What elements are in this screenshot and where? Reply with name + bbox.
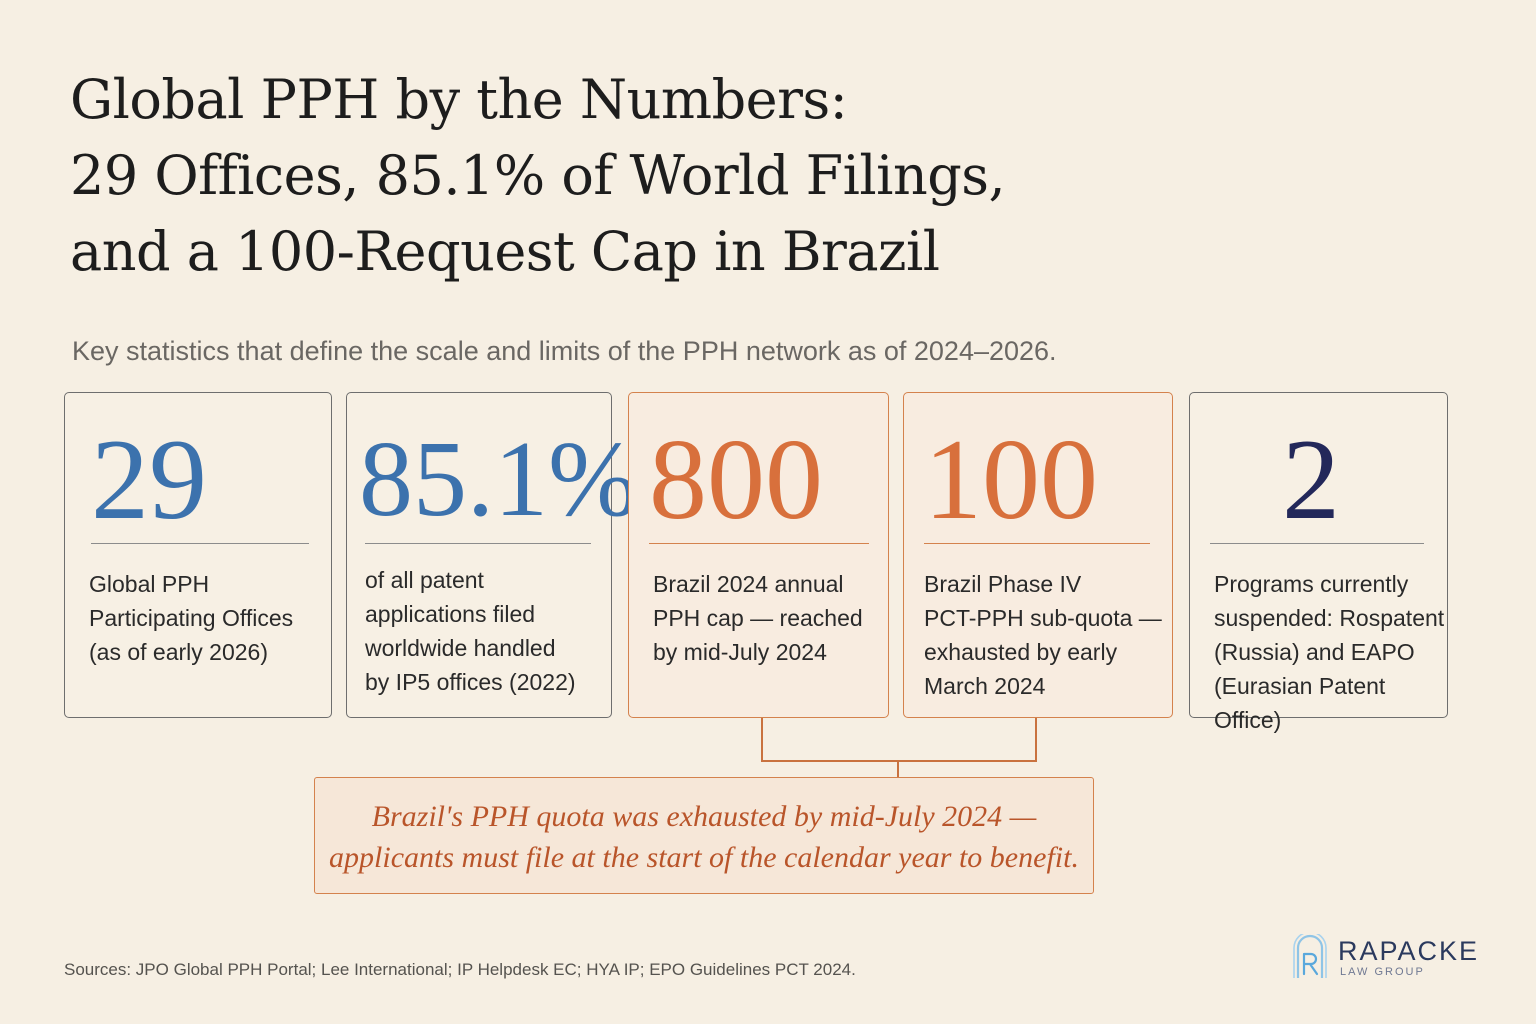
stat-value: 85.1% <box>359 420 638 539</box>
bracket-connector <box>761 718 1037 762</box>
stat-value: 100 <box>924 416 1098 544</box>
stat-description-line: PPH cap — reached <box>653 605 863 631</box>
stat-card-offices: 29 Global PPH Participating Offices (as … <box>64 392 332 718</box>
stat-card-world-filings: 85.1% of all patent applications filed w… <box>346 392 638 718</box>
stat-card-brazil-sub-quota: 100 Brazil Phase IV PCT-PPH sub-quota — … <box>903 392 1173 718</box>
stat-description: Global PPH Participating Offices (as of … <box>89 567 293 669</box>
stat-description-line: Brazil Phase IV <box>924 571 1082 597</box>
stat-description-line: (Russia) and EAPO <box>1214 639 1415 665</box>
logo-subtitle: LAW GROUP <box>1340 966 1425 978</box>
sources-footnote: Sources: JPO Global PPH Portal; Lee Inte… <box>64 960 856 979</box>
title-line-1: Global PPH by the Numbers: <box>70 68 848 131</box>
stat-description-line: Participating Offices <box>89 605 294 631</box>
bracket-stem <box>897 760 899 777</box>
stat-description-line: by IP5 offices (2022) <box>365 669 576 695</box>
stat-description-line: Programs currently <box>1214 571 1409 597</box>
stat-card-brazil-annual-cap: 800 Brazil 2024 annual PPH cap — reached… <box>628 392 889 718</box>
stat-description-line: of all patent <box>365 567 484 593</box>
stat-card-suspended-programs: 2 Programs currently suspended: Rospaten… <box>1189 392 1448 733</box>
rapacke-r-monogram-icon <box>1293 934 1327 978</box>
page-title: Global PPH by the Numbers: 29 Offices, 8… <box>70 62 1370 290</box>
stat-description-line: applications filed <box>365 601 536 627</box>
logo-name: RAPACKE <box>1338 936 1480 966</box>
stat-description: Programs currently suspended: Rospatent … <box>1214 567 1447 737</box>
stat-value: 800 <box>649 416 823 544</box>
callout-line-1: Brazil's PPH quota was exhausted by mid-… <box>371 800 1037 833</box>
stat-description-line: by mid-July 2024 <box>653 639 827 665</box>
stat-description: of all patent applications filed worldwi… <box>365 563 576 699</box>
stat-value: 29 <box>91 416 207 544</box>
stat-description-line: March 2024 <box>924 673 1046 699</box>
stat-description-line: worldwide handled <box>365 635 556 661</box>
stat-description-line: Brazil 2024 annual <box>653 571 844 597</box>
callout-line-2: applicants must file at the start of the… <box>329 841 1079 874</box>
stat-description: Brazil Phase IV PCT-PPH sub-quota — exha… <box>924 567 1162 703</box>
brazil-quota-callout: Brazil's PPH quota was exhausted by mid-… <box>314 777 1094 894</box>
rapacke-logo: RAPACKE LAW GROUP <box>1290 932 1490 988</box>
stat-description: Brazil 2024 annual PPH cap — reached by … <box>653 567 863 669</box>
stat-description-line: exhausted by early <box>924 639 1118 665</box>
card-divider <box>649 543 869 544</box>
stat-description-line: (Eurasian Patent Office) <box>1214 673 1386 733</box>
card-divider <box>1210 543 1424 544</box>
stat-description-line: PCT-PPH sub-quota — <box>924 605 1162 631</box>
title-line-2: 29 Offices, 85.1% of World Filings, <box>70 144 1006 207</box>
card-divider <box>91 543 309 544</box>
card-divider <box>365 543 591 544</box>
stat-description-line: suspended: Rospatent <box>1214 605 1445 631</box>
card-divider <box>924 543 1150 544</box>
stat-value: 2 <box>1282 416 1340 544</box>
stat-description-line: (as of early 2026) <box>89 639 268 665</box>
title-line-3: and a 100-Request Cap in Brazil <box>70 220 940 283</box>
page-subtitle: Key statistics that define the scale and… <box>72 336 1057 366</box>
stat-description-line: Global PPH <box>89 571 210 597</box>
